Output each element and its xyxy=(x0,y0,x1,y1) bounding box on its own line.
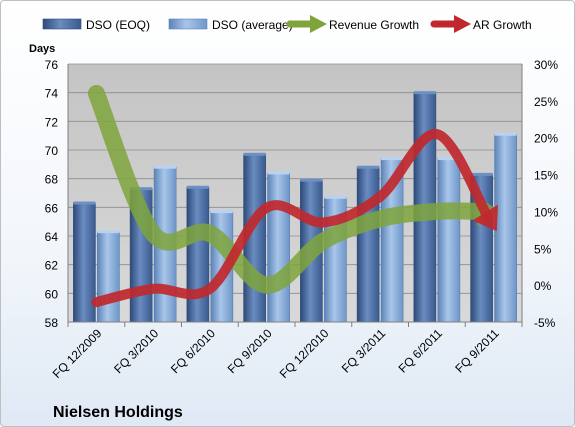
bar-top-dso-eoq xyxy=(357,165,380,169)
y-tick-label: 58 xyxy=(45,316,59,330)
x-tick-labels: FQ 12/2009 FQ 3/2010 FQ 6/2010 FQ 9/2010 FQ … xyxy=(50,326,502,381)
legend-label-dso-average: DSO (average) xyxy=(212,18,293,32)
x-tick-label: FQ 3/2011 xyxy=(339,326,389,376)
ar-growth-arrowhead xyxy=(472,204,499,232)
bar-dso-average xyxy=(267,172,290,323)
bar-dso-eoq xyxy=(186,186,210,323)
y2-tick-label: 25% xyxy=(534,95,558,109)
x-tick-label: FQ 9/2010 xyxy=(225,326,275,376)
bar-top-dso-eoq xyxy=(413,91,436,95)
y2-tick-label: 0% xyxy=(534,279,552,293)
bar-top-dso-average xyxy=(154,165,177,169)
legend-label-revenue-growth: Revenue Growth xyxy=(329,18,419,32)
bar-top-dso-eoq xyxy=(470,172,493,176)
y-tick-label: 76 xyxy=(45,58,59,72)
legend: DSO (EOQ) DSO (average) Revenue Growth A… xyxy=(42,15,532,33)
chart-title: Nielsen Holdings xyxy=(53,404,183,421)
bar-top-dso-average xyxy=(381,157,404,161)
x-tick-label: FQ 12/2010 xyxy=(277,326,332,381)
y-tick-label: 66 xyxy=(45,201,59,215)
y2-tick-label: 10% xyxy=(534,205,558,219)
y-tick-label: 60 xyxy=(45,287,59,301)
bar-top-dso-eoq xyxy=(73,201,96,205)
x-tick-label: FQ 6/2010 xyxy=(168,326,218,376)
bar-top-dso-average xyxy=(494,132,517,136)
x-tick-label: FQ 3/2010 xyxy=(111,326,161,376)
y2-tick-label: 5% xyxy=(534,242,552,256)
bar-top-dso-average xyxy=(267,171,290,175)
y2-tick-label: 30% xyxy=(534,58,558,72)
bar-top-dso-eoq xyxy=(130,187,153,191)
bar-top-dso-average xyxy=(210,210,233,214)
legend-swatch-dso-eoq xyxy=(42,18,82,30)
bar-dso-average xyxy=(437,158,461,323)
legend-label-ar-growth: AR Growth xyxy=(473,18,532,32)
y2-tick-label: 15% xyxy=(534,169,558,183)
legend-swatch-ar-growth xyxy=(430,15,471,33)
x-tick-label: FQ 6/2011 xyxy=(396,326,446,376)
bar-top-dso-eoq xyxy=(243,152,266,156)
legend-label-dso-eoq: DSO (EOQ) xyxy=(86,18,150,32)
ar-growth-line xyxy=(91,129,493,308)
y-tick-label: 74 xyxy=(45,87,59,101)
growth-lines xyxy=(87,84,500,308)
bar-dso-average xyxy=(494,133,517,323)
bar-top-dso-eoq xyxy=(186,185,209,189)
bar-top-dso-average xyxy=(324,195,347,199)
bar-top-dso-eoq xyxy=(300,178,323,182)
y2-tick-label: -5% xyxy=(534,316,556,330)
bar-top-dso-average xyxy=(437,157,460,161)
axes xyxy=(67,64,523,327)
y-tick-label: 62 xyxy=(45,259,59,273)
y-tick-label: 68 xyxy=(45,173,59,187)
bar-top-dso-average xyxy=(97,230,120,234)
y2-tick-labels: -5% 0% 5% 10% 15% 20% 25% 30% xyxy=(534,58,558,330)
y-tick-label: 72 xyxy=(45,115,59,129)
legend-swatch-revenue-growth xyxy=(286,15,327,33)
revenue-growth-line xyxy=(87,84,491,294)
x-tick-label: FQ 12/2009 xyxy=(50,326,105,381)
bar-dso-eoq xyxy=(356,166,380,323)
bar-dso-average xyxy=(97,231,120,323)
x-tick-label: FQ 9/2011 xyxy=(452,326,502,376)
y-tick-label: 64 xyxy=(45,230,59,244)
y-tick-label: 70 xyxy=(45,144,59,158)
y-axis-label: Days xyxy=(29,43,55,55)
y-tick-labels: 58 60 62 64 66 68 70 72 74 76 xyxy=(45,58,59,330)
legend-swatch-dso-average xyxy=(168,18,208,30)
y2-tick-label: 20% xyxy=(534,132,558,146)
